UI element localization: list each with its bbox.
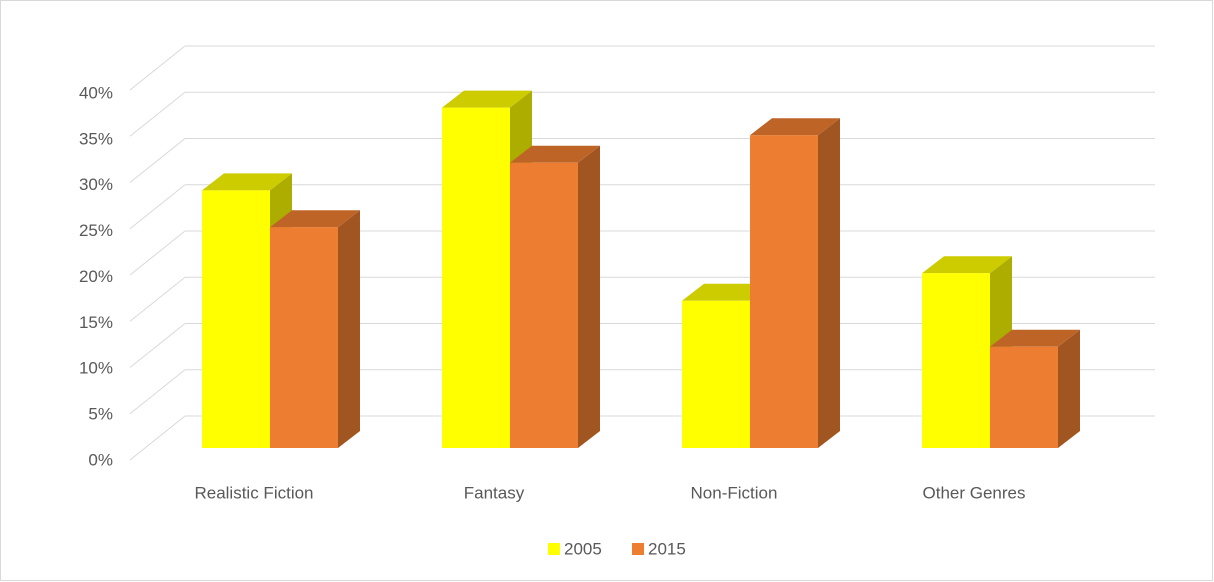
grid-line-side bbox=[129, 45, 186, 91]
y-tick-label: 5% bbox=[88, 405, 113, 424]
grid-line-side bbox=[129, 184, 186, 230]
bar bbox=[682, 300, 750, 448]
grid-line-side bbox=[129, 230, 186, 276]
bar-top bbox=[990, 329, 1080, 347]
grid-line-side bbox=[129, 138, 186, 183]
bar-top bbox=[442, 90, 532, 108]
bar-side bbox=[1058, 329, 1080, 448]
bar-top bbox=[682, 283, 772, 301]
legend-label: 2015 bbox=[648, 539, 686, 558]
bar bbox=[922, 273, 990, 448]
y-tick-label: 25% bbox=[79, 221, 113, 240]
bar bbox=[750, 135, 818, 448]
bar bbox=[442, 107, 510, 448]
legend-swatch bbox=[632, 543, 644, 555]
legend-swatch bbox=[548, 543, 560, 555]
grid-line-side bbox=[129, 276, 186, 322]
y-tick-label: 30% bbox=[79, 175, 113, 194]
grid-line-side bbox=[129, 91, 186, 137]
x-tick-label: Other Genres bbox=[923, 483, 1026, 502]
y-tick-label: 35% bbox=[79, 129, 113, 148]
x-tick-label: Realistic Fiction bbox=[194, 483, 313, 502]
bar-top bbox=[270, 210, 360, 228]
bar bbox=[990, 346, 1058, 448]
bar-side bbox=[338, 210, 360, 448]
grid-line-side bbox=[129, 323, 186, 368]
bar bbox=[510, 162, 578, 449]
x-tick-label: Fantasy bbox=[464, 483, 525, 502]
bar-top bbox=[922, 256, 1012, 274]
y-tick-label: 15% bbox=[79, 313, 113, 332]
bar-top bbox=[202, 173, 292, 191]
bar-side bbox=[578, 145, 600, 449]
grid-line-side bbox=[129, 369, 186, 415]
x-tick-label: Non-Fiction bbox=[691, 483, 778, 502]
bar bbox=[202, 190, 270, 448]
y-tick-label: 40% bbox=[79, 83, 113, 102]
bar bbox=[270, 227, 338, 448]
bar-top bbox=[750, 118, 840, 136]
bar-top bbox=[510, 145, 600, 163]
legend-label: 2005 bbox=[564, 539, 602, 558]
y-tick-label: 20% bbox=[79, 267, 113, 286]
bar-side bbox=[818, 118, 840, 448]
grid-line-side bbox=[129, 415, 186, 461]
y-tick-label: 0% bbox=[88, 450, 113, 469]
y-tick-label: 10% bbox=[79, 359, 113, 378]
